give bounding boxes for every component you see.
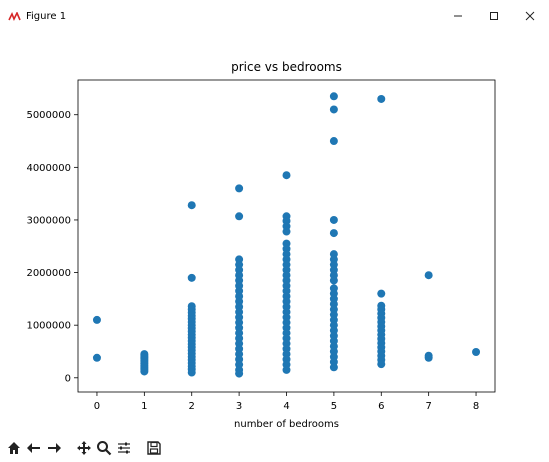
y-tick-label: 1000000 xyxy=(26,321,71,332)
y-tick-label: 3000000 xyxy=(26,215,71,226)
back-button[interactable] xyxy=(24,438,44,458)
x-tick-label: 8 xyxy=(473,401,479,412)
figure-background xyxy=(0,34,549,434)
window-title: Figure 1 xyxy=(26,11,66,22)
y-tick-label: 0 xyxy=(65,373,71,384)
scatter-point xyxy=(93,316,101,324)
chart-title: price vs bedrooms xyxy=(231,60,342,74)
x-tick-label: 3 xyxy=(236,401,242,412)
scatter-point xyxy=(330,137,338,145)
scatter-point xyxy=(377,95,385,103)
pan-icon xyxy=(76,440,92,456)
save-button[interactable] xyxy=(144,438,164,458)
pan-button[interactable] xyxy=(74,438,94,458)
y-tick-label: 2000000 xyxy=(26,268,71,279)
x-tick-label: 6 xyxy=(378,401,384,412)
scatter-point xyxy=(330,216,338,224)
save-icon xyxy=(146,440,162,456)
scatter-point xyxy=(377,290,385,298)
scatter-point xyxy=(235,370,243,378)
scatter-point xyxy=(283,228,291,236)
x-tick-label: 1 xyxy=(141,401,147,412)
scatter-point xyxy=(425,354,433,362)
x-axis-label: number of bedrooms xyxy=(234,419,339,430)
back-arrow-icon xyxy=(26,440,42,456)
zoom-button[interactable] xyxy=(94,438,114,458)
home-icon xyxy=(6,440,22,456)
configure-subplots-icon xyxy=(116,440,132,456)
minimize-icon xyxy=(453,11,463,21)
scatter-point xyxy=(140,367,148,375)
close-button[interactable] xyxy=(516,4,544,28)
forward-button[interactable] xyxy=(44,438,64,458)
scatter-point xyxy=(283,366,291,374)
scatter-point xyxy=(235,212,243,220)
x-tick-label: 4 xyxy=(283,401,289,412)
forward-arrow-icon xyxy=(46,440,62,456)
scatter-point xyxy=(377,360,385,368)
scatter-point xyxy=(93,354,101,362)
matplotlib-icon xyxy=(8,12,22,22)
x-tick-label: 7 xyxy=(425,401,431,412)
x-tick-label: 5 xyxy=(331,401,337,412)
minimize-button[interactable] xyxy=(444,4,472,28)
close-icon xyxy=(525,11,535,21)
y-tick-label: 4000000 xyxy=(26,163,71,174)
scatter-point xyxy=(188,201,196,209)
scatter-point xyxy=(235,184,243,192)
configure-subplots-button[interactable] xyxy=(114,438,134,458)
x-tick-label: 2 xyxy=(189,401,195,412)
home-button[interactable] xyxy=(4,438,24,458)
scatter-point xyxy=(425,271,433,279)
y-tick-label: 5000000 xyxy=(26,110,71,121)
scatter-point xyxy=(330,92,338,100)
scatter-point xyxy=(472,348,480,356)
scatter-point xyxy=(330,363,338,371)
navigation-toolbar xyxy=(0,436,549,462)
scatter-point xyxy=(330,276,338,284)
zoom-icon xyxy=(96,440,112,456)
scatter-point xyxy=(188,369,196,377)
x-tick-label: 0 xyxy=(94,401,100,412)
scatter-point xyxy=(283,171,291,179)
scatter-point xyxy=(330,229,338,237)
scatter-point xyxy=(330,105,338,113)
figure-canvas: price vs bedrooms 0 1 2 3 4 5 6 7 8 0 1000000 2000… xyxy=(0,34,549,434)
scatter-point xyxy=(188,274,196,282)
maximize-icon xyxy=(489,11,499,21)
maximize-button[interactable] xyxy=(480,4,508,28)
title-bar: Figure 1 xyxy=(0,0,549,34)
